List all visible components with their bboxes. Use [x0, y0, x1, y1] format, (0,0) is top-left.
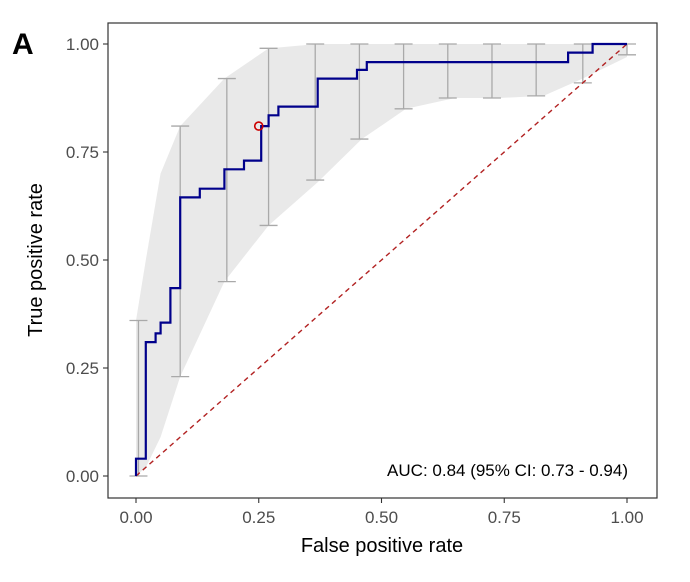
- roc-curve-layer: [134, 42, 627, 476]
- error-bar: [129, 319, 148, 477]
- y-axis-title: True positive rate: [25, 183, 47, 337]
- error-bar: [394, 43, 413, 110]
- error-bar: [259, 47, 278, 227]
- error-bar: [217, 77, 236, 283]
- y-tick-label: 0.50: [66, 251, 99, 270]
- x-axis-ticks: 0.00 0.25 0.50 0.75 1.00: [119, 498, 644, 527]
- x-tick-label: 1.00: [610, 508, 643, 527]
- error-bar: [350, 43, 369, 140]
- x-tick-label: 0.75: [488, 508, 521, 527]
- error-bar: [527, 43, 546, 97]
- panel-label: A: [12, 28, 34, 61]
- x-tick-label: 0.50: [365, 508, 398, 527]
- y-axis-ticks: 0.00 0.25 0.50 0.75 1.00: [66, 35, 108, 486]
- x-tick-label: 0.00: [119, 508, 152, 527]
- error-bar: [306, 43, 325, 181]
- reference-diagonal-layer: [135, 43, 628, 477]
- y-tick-label: 0.75: [66, 143, 99, 162]
- threshold-point-marker: [253, 121, 264, 131]
- error-bar: [438, 43, 457, 99]
- error-bar: [482, 43, 501, 99]
- roc-curve-line: [134, 42, 627, 476]
- y-tick-label: 0.25: [66, 359, 99, 378]
- x-axis-title: False positive rate: [301, 535, 463, 557]
- confidence-band-layer: [136, 44, 627, 476]
- x-tick-label: 0.25: [242, 508, 275, 527]
- y-tick-label: 0.00: [66, 467, 99, 486]
- reference-diagonal-line: [135, 43, 628, 477]
- y-tick-label: 1.00: [66, 35, 99, 54]
- confidence-band: [136, 44, 627, 476]
- error-bars-layer: [129, 43, 636, 477]
- threshold-point-layer: [253, 121, 264, 131]
- auc-annotation: AUC: 0.84 (95% CI: 0.73 - 0.94): [387, 461, 628, 480]
